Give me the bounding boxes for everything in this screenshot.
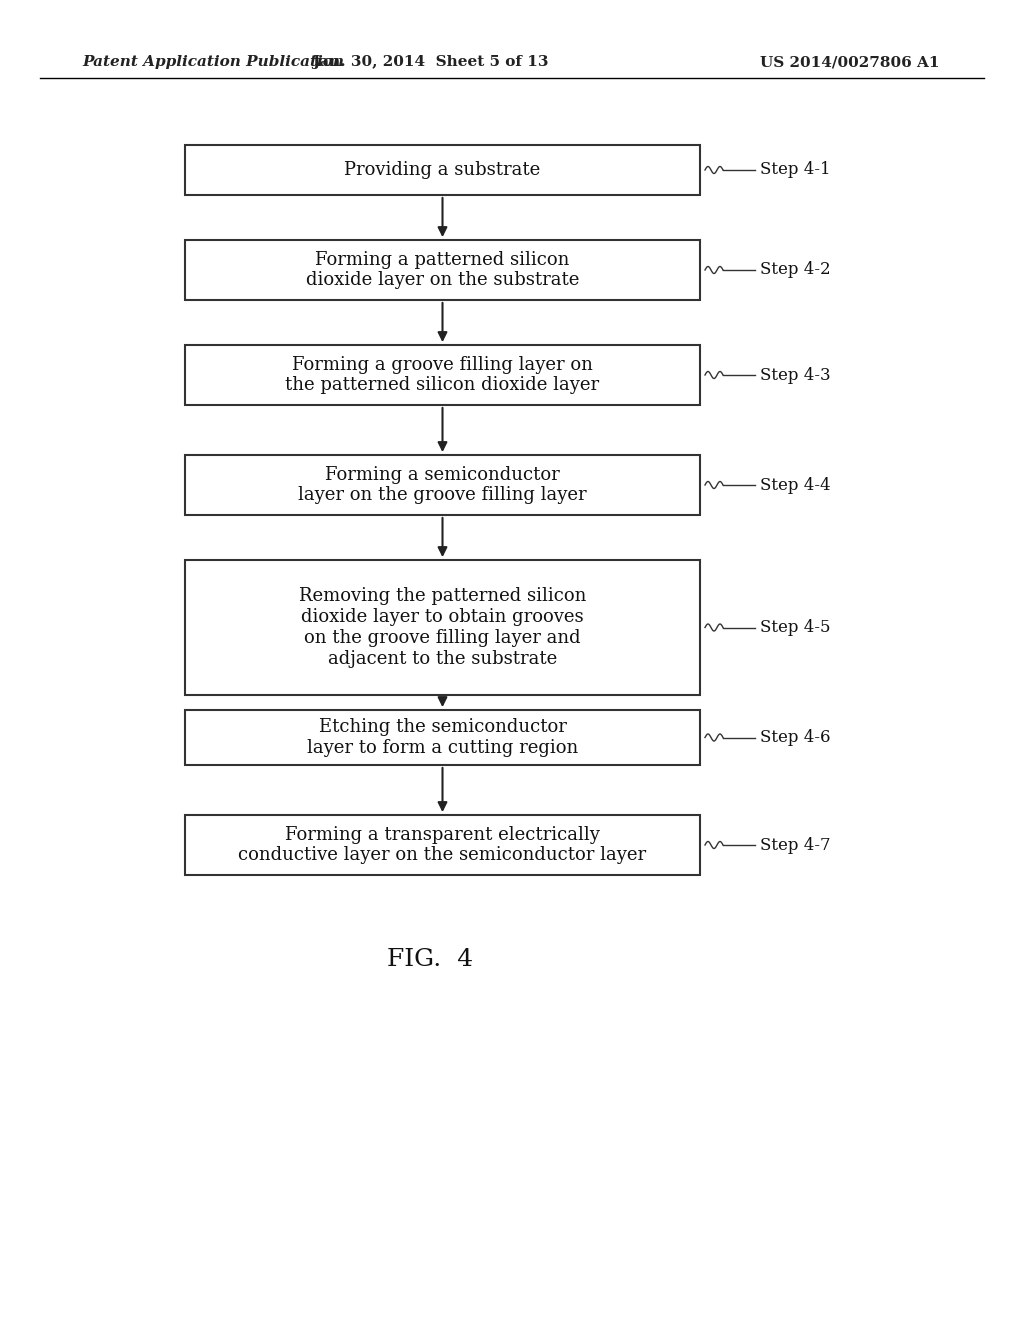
Text: Jan. 30, 2014  Sheet 5 of 13: Jan. 30, 2014 Sheet 5 of 13 [311,55,548,69]
Bar [185,455,700,515]
Text: Step 4-1: Step 4-1 [760,161,830,178]
Text: Step 4-2: Step 4-2 [760,261,830,279]
Text: Patent Application Publication: Patent Application Publication [82,55,344,69]
Text: Forming a patterned silicon
dioxide layer on the substrate: Forming a patterned silicon dioxide laye… [306,251,580,289]
Text: Step 4-6: Step 4-6 [760,729,830,746]
Text: FIG.  4: FIG. 4 [387,949,473,972]
Bar [185,145,700,195]
Text: Forming a semiconductor
layer on the groove filling layer: Forming a semiconductor layer on the gro… [298,466,587,504]
Bar [185,814,700,875]
Bar [185,710,700,766]
Bar [185,345,700,405]
Text: Forming a groove filling layer on
the patterned silicon dioxide layer: Forming a groove filling layer on the pa… [286,355,600,395]
Text: Providing a substrate: Providing a substrate [344,161,541,180]
Text: Forming a transparent electrically
conductive layer on the semiconductor layer: Forming a transparent electrically condu… [239,825,646,865]
Text: Step 4-7: Step 4-7 [760,837,830,854]
Text: Step 4-5: Step 4-5 [760,619,830,636]
Bar [185,240,700,300]
Text: Removing the patterned silicon
dioxide layer to obtain grooves
on the groove fil: Removing the patterned silicon dioxide l… [299,587,586,668]
Bar [185,560,700,696]
Text: US 2014/0027806 A1: US 2014/0027806 A1 [761,55,940,69]
Text: Etching the semiconductor
layer to form a cutting region: Etching the semiconductor layer to form … [307,718,579,756]
Text: Step 4-4: Step 4-4 [760,477,830,494]
Text: Step 4-3: Step 4-3 [760,367,830,384]
